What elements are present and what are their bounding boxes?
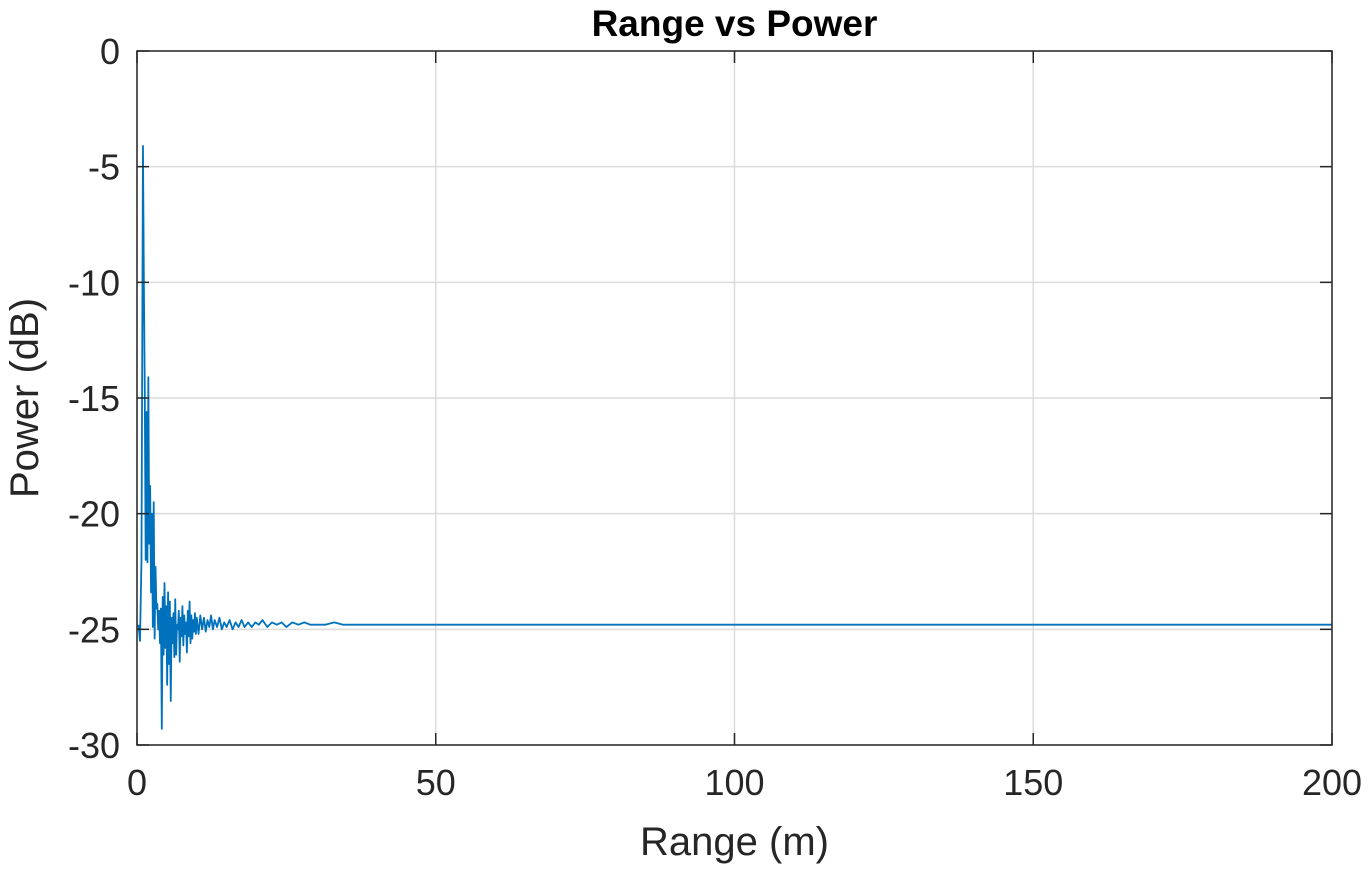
ticks: 0 50 100 150 200 0 -5 -10 -15 -20 -25 -30 <box>68 31 1362 803</box>
y-tick-label: 0 <box>100 31 120 72</box>
y-tick-label: -5 <box>88 147 120 188</box>
chart-title: Range vs Power <box>592 3 878 44</box>
y-tick-label: -25 <box>68 609 120 650</box>
x-tick-label: 150 <box>1003 762 1063 803</box>
y-tick-label: -20 <box>68 494 120 535</box>
x-tick-label: 0 <box>127 762 147 803</box>
y-tick-label: -15 <box>68 378 120 419</box>
x-tick-label: 50 <box>416 762 456 803</box>
x-tick-label: 200 <box>1302 762 1362 803</box>
series-group <box>137 144 1332 730</box>
x-tick-label: 100 <box>704 762 764 803</box>
y-tick-label: -10 <box>68 262 120 303</box>
y-axis-label: Power (dB) <box>3 298 47 498</box>
power-series-line <box>137 144 1332 730</box>
x-axis-label: Range (m) <box>640 820 829 864</box>
y-tick-label: -30 <box>68 725 120 766</box>
